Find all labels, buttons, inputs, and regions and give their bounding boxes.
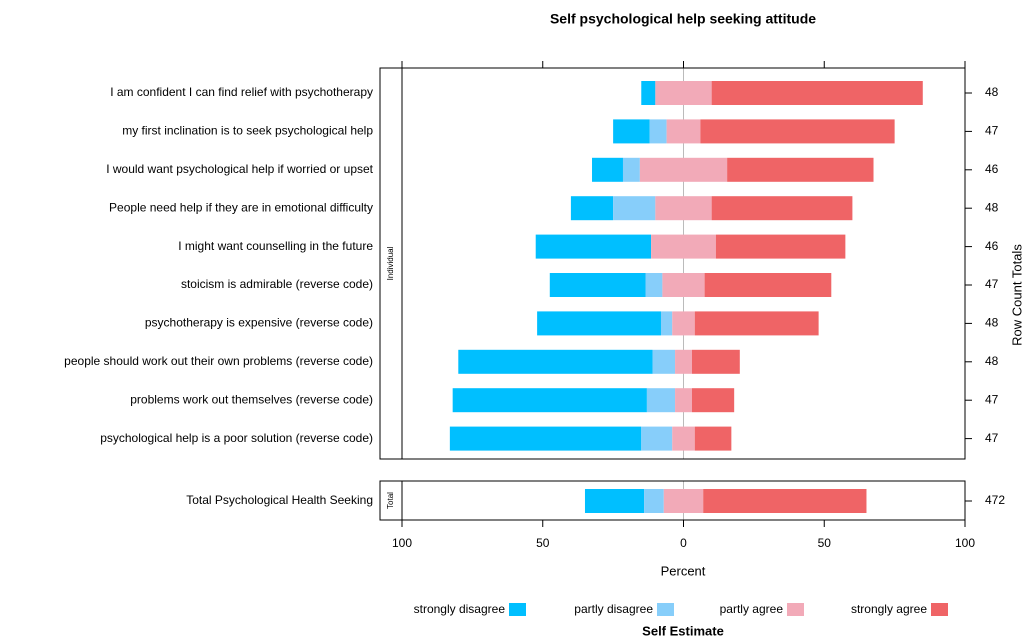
category-label: I would want psychological help if worri…	[106, 162, 373, 176]
bar-segment	[651, 234, 716, 259]
legend-swatch	[931, 603, 948, 616]
legend-label: partly disagree	[574, 602, 653, 616]
bar-segment	[584, 489, 645, 513]
legend-label: partly agree	[720, 602, 784, 616]
bar-segment	[694, 311, 819, 336]
x-tick-label: 50	[536, 536, 550, 550]
row-count: 48	[985, 200, 999, 214]
row-count: 47	[985, 431, 999, 445]
row-count: 47	[985, 392, 999, 406]
bar-segment	[641, 81, 656, 105]
bar-segment	[694, 426, 732, 451]
row-count: 46	[985, 239, 999, 253]
legend-title: Self Estimate	[642, 623, 724, 638]
category-label: I am confident I can find relief with ps…	[110, 85, 373, 99]
category-label: Total Psychological Health Seeking	[186, 493, 373, 507]
bar-segment	[675, 349, 692, 374]
category-label: psychological help is a poor solution (r…	[100, 431, 373, 445]
bar-segment	[660, 311, 673, 336]
bar-segment	[644, 489, 664, 513]
strip-label: Individual	[386, 246, 395, 280]
bar-segment	[672, 311, 695, 336]
bar-segment	[700, 119, 895, 144]
bar-segment	[711, 81, 923, 105]
bar-segment	[655, 81, 712, 105]
bar-segment	[645, 273, 663, 297]
legend-swatch	[509, 603, 526, 616]
row-count: 46	[985, 162, 999, 176]
legend-label: strongly agree	[851, 602, 927, 616]
legend-swatch	[787, 603, 804, 616]
bar-segment	[691, 388, 735, 413]
bar-segment	[535, 234, 652, 259]
row-count: 48	[985, 85, 999, 99]
bar-segment	[652, 349, 676, 374]
bar-segment	[646, 388, 676, 413]
bar-segment	[549, 273, 646, 297]
x-tick-label: 100	[955, 536, 975, 550]
bar-segment	[592, 157, 623, 182]
category-label: psychotherapy is expensive (reverse code…	[145, 316, 373, 330]
x-tick-label: 100	[392, 536, 412, 550]
bar-segment	[452, 388, 647, 413]
bar-segment	[613, 196, 656, 221]
bar-segment	[691, 349, 740, 374]
row-count: 48	[985, 354, 999, 368]
bar-segment	[662, 273, 705, 297]
chart-title: Self psychological help seeking attitude	[550, 11, 816, 27]
bar-segment	[570, 196, 614, 221]
category-label: problems work out themselves (reverse co…	[130, 392, 373, 406]
bar-segment	[727, 157, 874, 182]
bar-segment	[703, 489, 867, 513]
bar-segment	[663, 489, 704, 513]
bar-segment	[613, 119, 650, 144]
category-label: people should work out their own problem…	[64, 354, 373, 368]
bar-segment	[622, 157, 640, 182]
row-count: 48	[985, 316, 999, 330]
category-label: my first inclination is to seek psycholo…	[122, 124, 373, 138]
x-axis-label: Percent	[661, 563, 706, 578]
bar-segment	[704, 273, 832, 297]
bar-segment	[639, 157, 728, 182]
panel-border	[379, 480, 966, 521]
bar-segment	[537, 311, 661, 336]
category-label: stoicism is admirable (reverse code)	[181, 277, 373, 291]
row-count: 47	[985, 277, 999, 291]
row-count: 47	[985, 124, 999, 138]
panel-border	[379, 67, 966, 460]
category-label: I might want counselling in the future	[178, 239, 373, 253]
strip-label: Total	[386, 492, 395, 509]
bar-segment	[672, 426, 695, 451]
y2-axis-label: Row Count Totals	[1009, 244, 1024, 346]
category-label: People need help if they are in emotiona…	[109, 200, 373, 214]
bar-segment	[675, 388, 692, 413]
legend-swatch	[657, 603, 674, 616]
legend-label: strongly disagree	[414, 602, 506, 616]
row-count: 472	[985, 493, 1005, 507]
bar-segment	[666, 119, 701, 144]
x-tick-label: 0	[680, 536, 687, 550]
x-tick-label: 50	[818, 536, 832, 550]
bar-segment	[711, 196, 853, 221]
bar-segment	[449, 426, 642, 451]
bar-segment	[649, 119, 667, 144]
bar-segment	[458, 349, 653, 374]
bar-segment	[641, 426, 673, 451]
bar-segment	[655, 196, 712, 221]
bar-segment	[715, 234, 846, 259]
